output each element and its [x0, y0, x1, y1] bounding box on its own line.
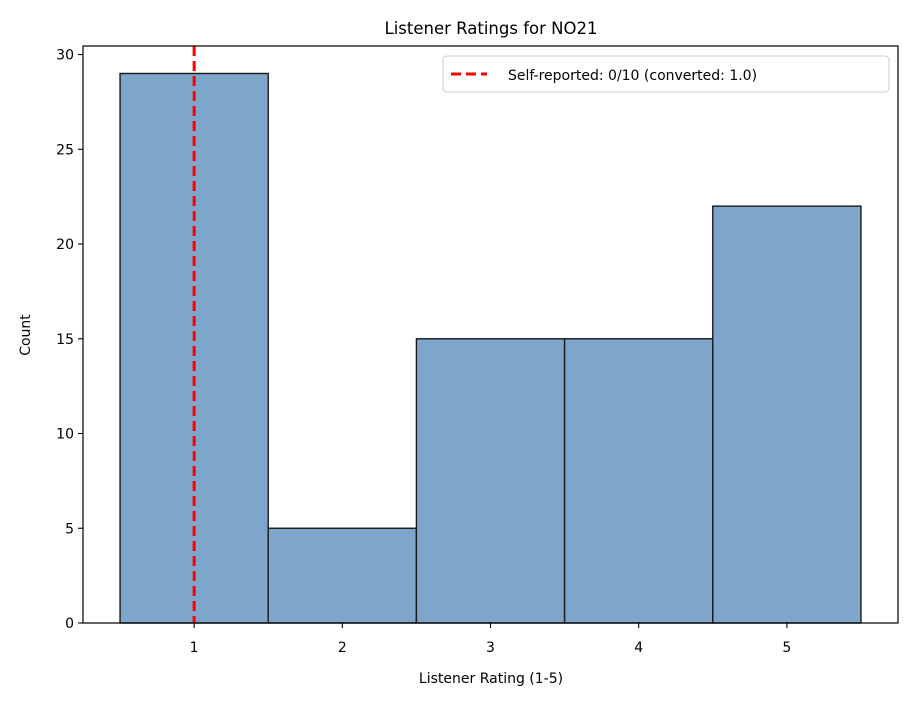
legend-label: Self-reported: 0/10 (converted: 1.0)	[508, 68, 757, 84]
y-tick-label: 30	[56, 48, 74, 64]
bars-group	[119, 72, 862, 624]
x-tick-label: 4	[634, 640, 643, 656]
y-axis: 0 5 10 15 20 25 30	[56, 48, 83, 632]
bar-rating-2	[267, 527, 418, 624]
legend-box	[442, 55, 890, 93]
bar-rating-5	[712, 205, 862, 624]
x-tick-label: 2	[338, 640, 347, 656]
x-axis-label: Listener Rating (1-5)	[419, 671, 563, 687]
x-axis: 1 2 3 4 5	[190, 623, 791, 656]
y-tick-label: 15	[56, 332, 74, 348]
x-tick-label: 1	[190, 640, 199, 656]
bar-rating-4	[563, 338, 714, 624]
y-tick-label: 20	[56, 237, 74, 253]
y-tick-label: 25	[56, 142, 74, 158]
chart-title: Listener Ratings for NO21	[385, 19, 598, 38]
y-axis-label: Count	[18, 314, 34, 356]
legend: Self-reported: 0/10 (converted: 1.0)	[442, 55, 890, 93]
x-tick-label: 3	[486, 640, 495, 656]
y-tick-label: 10	[56, 427, 74, 443]
y-tick-label: 5	[65, 521, 74, 537]
x-tick-label: 5	[782, 640, 791, 656]
bar-rating-3	[415, 338, 566, 624]
y-tick-label: 0	[65, 616, 74, 632]
